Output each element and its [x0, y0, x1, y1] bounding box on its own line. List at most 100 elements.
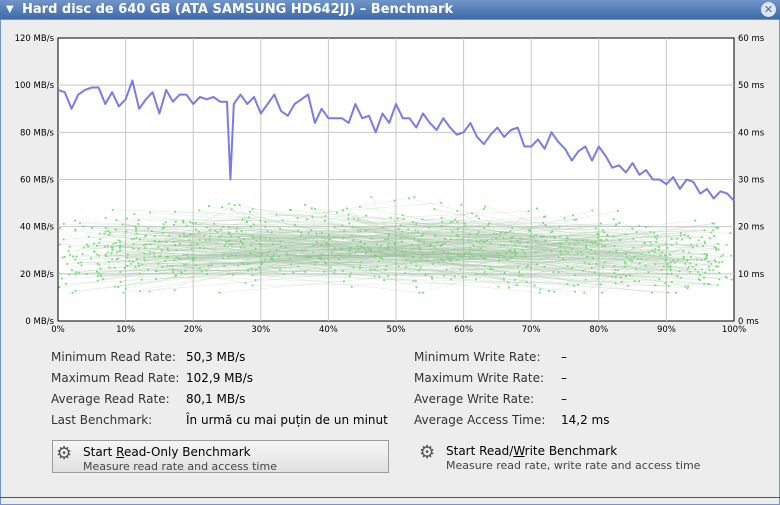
access-trace-line — [435, 235, 527, 268]
access-time-point — [581, 253, 584, 256]
access-time-point — [347, 218, 350, 220]
access-time-point — [205, 269, 208, 272]
access-time-point — [351, 225, 354, 228]
access-time-point — [65, 282, 68, 285]
access-time-point — [304, 270, 307, 273]
access-time-point — [422, 291, 424, 294]
access-trace-line — [106, 237, 240, 257]
access-trace-line — [112, 209, 640, 227]
access-time-point — [507, 281, 509, 284]
access-time-point — [172, 240, 175, 243]
access-time-point — [387, 274, 390, 277]
access-trace-line — [83, 226, 312, 258]
access-time-point — [682, 257, 685, 260]
access-time-point — [352, 266, 355, 269]
access-time-point — [117, 257, 119, 260]
access-time-point — [437, 261, 440, 264]
access-trace-line — [208, 205, 505, 274]
access-trace-line — [434, 208, 710, 271]
access-trace-line — [68, 225, 343, 252]
access-time-point — [370, 248, 372, 251]
access-time-point — [285, 252, 288, 254]
access-time-point — [218, 236, 221, 238]
close-icon[interactable]: ✕ — [761, 2, 776, 17]
access-trace-line — [309, 222, 620, 258]
access-time-point — [450, 257, 453, 260]
access-trace-line — [112, 196, 415, 251]
access-time-point — [600, 239, 602, 242]
access-trace-line — [311, 208, 443, 246]
access-time-point — [254, 279, 257, 282]
access-time-point — [135, 232, 138, 235]
access-trace-line — [78, 231, 403, 273]
access-time-point — [714, 260, 717, 263]
access-time-point — [244, 282, 247, 285]
access-trace-line — [272, 242, 528, 260]
access-time-point — [165, 255, 167, 258]
access-time-point — [321, 236, 324, 239]
x-tick-label: 40% — [319, 325, 338, 335]
start-read-write-benchmark-button[interactable]: ⚙ Start Read/Write Benchmark Measure rea… — [416, 440, 746, 473]
access-time-point — [525, 280, 528, 283]
access-time-point — [66, 263, 69, 265]
access-trace-line — [446, 257, 512, 270]
access-time-point — [382, 226, 385, 229]
avg-access-value: 14,2 ms — [561, 413, 610, 427]
start-read-only-benchmark-button[interactable]: ⚙ Start Read-Only Benchmark Measure read… — [52, 440, 389, 473]
access-time-point — [241, 262, 243, 264]
access-time-point — [498, 253, 501, 256]
access-time-point — [196, 242, 199, 245]
access-time-point — [137, 223, 140, 225]
access-time-point — [174, 210, 176, 213]
access-time-point — [456, 253, 459, 256]
access-time-point — [334, 247, 336, 249]
access-time-point — [71, 269, 73, 272]
access-time-point — [703, 240, 706, 243]
access-time-point — [373, 275, 376, 278]
access-time-point — [620, 281, 623, 284]
access-time-point — [654, 248, 657, 251]
access-time-point — [161, 231, 164, 234]
access-time-point — [145, 243, 148, 246]
access-time-point — [310, 207, 313, 210]
access-trace-line — [370, 266, 668, 270]
access-trace-line — [360, 238, 389, 266]
access-time-point — [173, 259, 176, 262]
triangle-down-icon[interactable]: ▼ — [6, 4, 14, 15]
access-time-point — [163, 226, 166, 229]
access-trace-line — [111, 252, 279, 257]
access-time-point — [612, 218, 615, 221]
access-trace-line — [370, 238, 449, 259]
access-trace-line — [69, 254, 448, 257]
access-time-point — [261, 253, 263, 256]
access-trace-line — [365, 232, 508, 251]
access-time-point — [414, 229, 417, 232]
access-time-point — [432, 263, 435, 265]
access-time-point — [244, 254, 247, 257]
access-time-point — [498, 260, 500, 263]
access-time-point — [229, 242, 232, 245]
access-time-point — [132, 243, 135, 246]
access-time-point — [275, 213, 278, 216]
access-time-point — [635, 231, 638, 234]
access-trace-line — [209, 228, 596, 241]
access-trace-line — [515, 245, 615, 256]
access-time-point — [475, 240, 478, 243]
access-trace-line — [357, 230, 546, 241]
access-trace-line — [86, 239, 621, 275]
access-time-point — [272, 258, 274, 261]
access-time-point — [98, 232, 101, 235]
access-time-point — [317, 256, 320, 259]
access-time-point — [264, 221, 267, 223]
access-trace-line — [276, 214, 534, 238]
access-trace-line — [559, 223, 715, 248]
access-time-point — [482, 257, 485, 259]
access-trace-line — [604, 232, 649, 273]
access-time-point — [360, 245, 363, 248]
access-trace-line — [359, 206, 720, 280]
access-trace-line — [394, 200, 397, 264]
access-trace-line — [96, 241, 546, 247]
access-trace-line — [346, 208, 421, 268]
access-trace-line — [151, 230, 306, 251]
access-time-point — [152, 252, 155, 255]
